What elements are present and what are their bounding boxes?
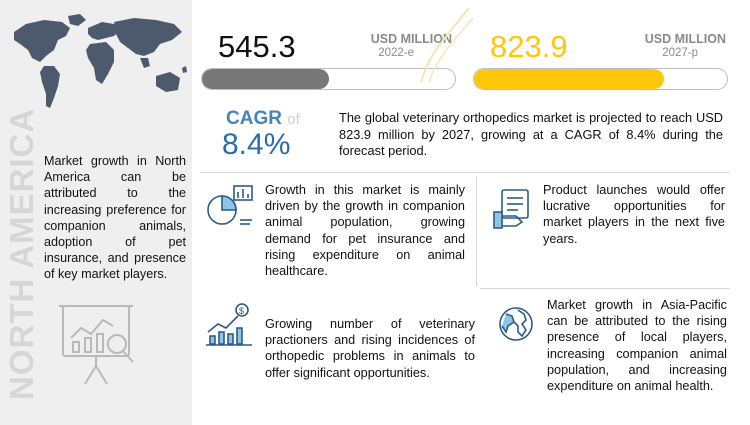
growth-chart-icon: $ — [206, 303, 252, 346]
analytics-icon — [207, 185, 253, 225]
presentation-board-icon — [59, 305, 134, 385]
insight-veterinary-practitioners-text: Growing number of veterinary practioners… — [265, 317, 475, 380]
divider-vertical — [476, 176, 477, 286]
projected-market-value: 823.9 — [490, 29, 568, 64]
divider-horizontal-right — [480, 288, 730, 289]
current-market-value: 545.3 — [218, 29, 296, 64]
current-market-bar-fill — [202, 69, 329, 89]
projected-market-bar-fill — [474, 69, 664, 89]
cagr-of-text: of — [287, 111, 300, 128]
cagr-label: CAGR of — [226, 108, 300, 130]
divider-horizontal — [200, 172, 730, 173]
insight-product-launches-text: Product launches would offer lucrative o… — [543, 183, 725, 246]
market-summary: The global veterinary orthopedics market… — [339, 110, 723, 158]
globe-icon — [499, 307, 533, 341]
decorative-swirl-icon — [420, 7, 474, 83]
projected-market-unit: USD MILLION — [644, 32, 726, 46]
cagr-label-text: CAGR — [226, 108, 282, 129]
world-map-icon — [14, 14, 187, 108]
projected-market-bar — [473, 68, 728, 90]
region-description: Market growth in North America can be at… — [44, 154, 186, 282]
region-label: NORTH AMERICA — [3, 107, 40, 400]
insight-asia-pacific-text: Market growth in Asia-Pacific can be att… — [547, 298, 727, 394]
cagr-value: 8.4% — [222, 128, 291, 161]
left-panel: NORTH AMERICA Market growth in North Ame… — [0, 0, 192, 425]
current-market-unit: USD MILLION — [370, 32, 452, 46]
projected-market-year: 2027-p — [662, 47, 698, 59]
current-market-bar — [201, 68, 456, 90]
insight-growth-drivers-text: Growth in this market is mainly driven b… — [265, 183, 465, 279]
product-launch-icon — [493, 189, 529, 229]
svg-text:$: $ — [239, 306, 244, 316]
current-market-year: 2022-e — [378, 47, 414, 59]
